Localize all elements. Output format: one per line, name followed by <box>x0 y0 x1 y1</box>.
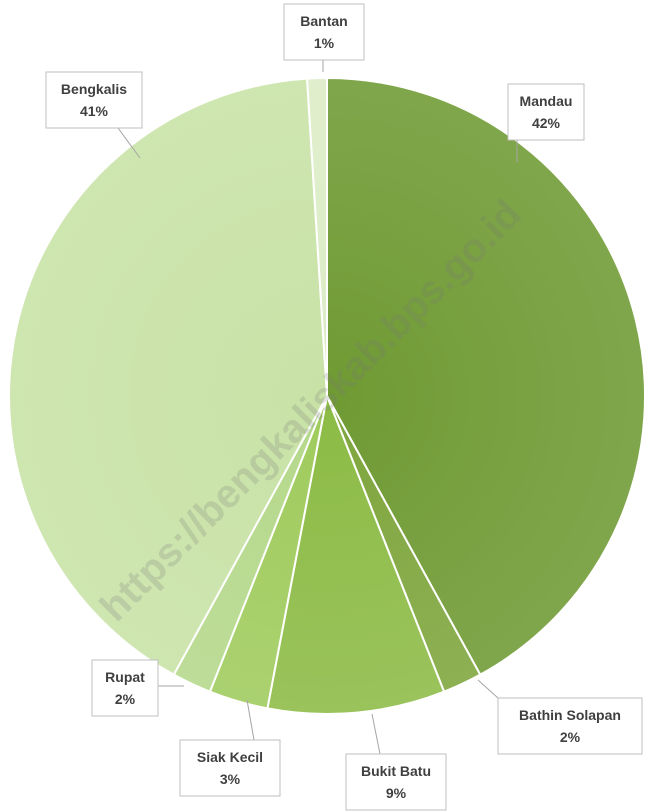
data-label-mandau: Mandau 42% <box>507 83 585 141</box>
data-label-bengkalis: Bengkalis 41% <box>45 71 143 129</box>
data-label-value: 9% <box>386 785 407 801</box>
pie-slice-bengkalis <box>8 77 329 677</box>
pie-slice-bantan <box>305 76 328 397</box>
data-label-bathin-solapan: Bathin Solapan 2% <box>497 697 643 755</box>
data-label-siak-kecil: Siak Kecil 3% <box>179 739 281 797</box>
data-label-category: Mandau <box>520 93 573 109</box>
leader-line-bukit-batu <box>371 713 381 755</box>
data-label-category: Bathin Solapan <box>519 707 621 723</box>
data-label-category: Bantan <box>300 13 347 29</box>
data-label-box <box>345 753 447 811</box>
data-label-category: Rupat <box>105 669 145 685</box>
data-label-value: 1% <box>314 35 335 51</box>
leader-line-bathin-solapan <box>477 679 499 699</box>
pie-slice-mandau <box>326 76 645 677</box>
data-label-box <box>283 3 365 61</box>
data-label-category: Bengkalis <box>61 81 127 97</box>
leader-line-bengkalis <box>117 127 141 159</box>
data-label-category: Bukit Batu <box>361 763 431 779</box>
data-label-box <box>507 83 585 141</box>
data-label-rupat: Rupat 2% <box>91 659 159 717</box>
data-label-value: 42% <box>532 115 561 131</box>
leader-lines <box>117 60 518 755</box>
data-label-box <box>497 697 643 755</box>
data-label-value: 3% <box>220 771 241 787</box>
data-label-value: 2% <box>560 729 581 745</box>
data-label-box <box>45 71 143 129</box>
pie-slice-bukit-batu <box>266 392 446 715</box>
data-label-category: Siak Kecil <box>197 749 263 765</box>
data-label-bantan: Bantan 1% <box>283 3 365 61</box>
data-label-value: 2% <box>115 691 136 707</box>
pie-slices <box>8 76 645 715</box>
data-label-box <box>91 659 159 717</box>
data-label-box <box>179 739 281 797</box>
leader-line-siak-kecil <box>246 699 255 741</box>
data-label-value: 41% <box>80 103 109 119</box>
data-label-bukit-batu: Bukit Batu 9% <box>345 753 447 811</box>
data-labels: Mandau 42% Bathin Solapan 2% Bukit Batu 9% Sia… <box>45 3 643 811</box>
